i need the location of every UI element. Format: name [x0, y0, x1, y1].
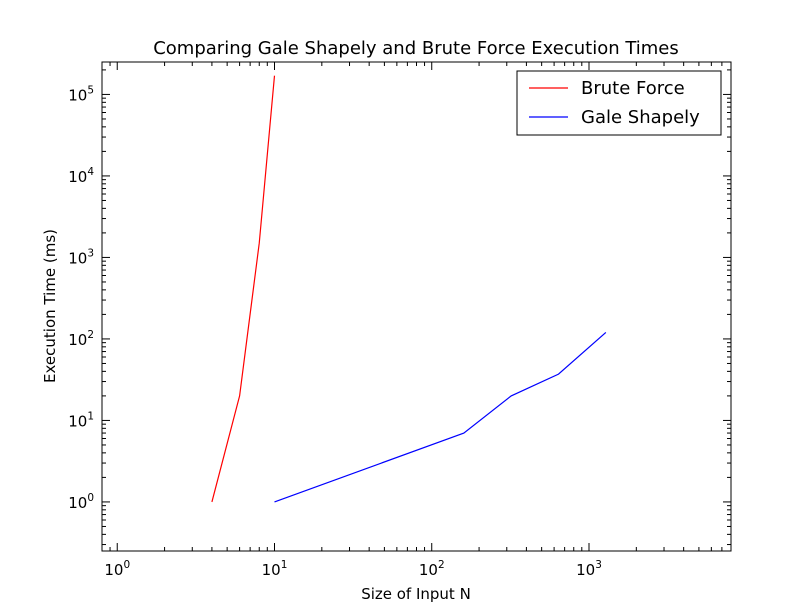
legend-label-gale-shapely: Gale Shapely: [581, 107, 700, 128]
y-tick-label: 103: [68, 247, 94, 267]
y-tick-label: 101: [68, 410, 94, 430]
legend-items: Brute Force Gale Shapely: [529, 78, 700, 128]
y-tick-label: 100: [68, 492, 94, 512]
y-tick-label: 105: [68, 84, 94, 104]
y-tick-label: 104: [68, 166, 94, 186]
series-line-gale-shapely: [274, 332, 607, 503]
y-tick-label: 102: [68, 329, 94, 349]
y-axis-label: Execution Time (ms): [41, 229, 59, 383]
series-line-brute-force: [211, 75, 276, 503]
x-tick-label: 103: [576, 559, 602, 579]
series-group: [211, 75, 607, 503]
legend-label-brute-force: Brute Force: [581, 78, 685, 99]
x-tick-label: 100: [104, 559, 130, 579]
plot-area: 100 101 102 103 100 101 102 103 104 105: [68, 61, 732, 579]
y-axis-ticks: 100 101 102 103 104 105: [68, 69, 731, 546]
chart-title: Comparing Gale Shapely and Brute Force E…: [153, 38, 679, 59]
legend-box: [516, 70, 722, 136]
x-tick-label: 102: [419, 559, 445, 579]
x-axis-ticks: 100 101 102 103: [104, 62, 723, 579]
x-axis-label: Size of Input N: [361, 585, 471, 603]
x-tick-label: 101: [262, 559, 288, 579]
legend: Brute Force Gale Shapely: [516, 70, 722, 136]
